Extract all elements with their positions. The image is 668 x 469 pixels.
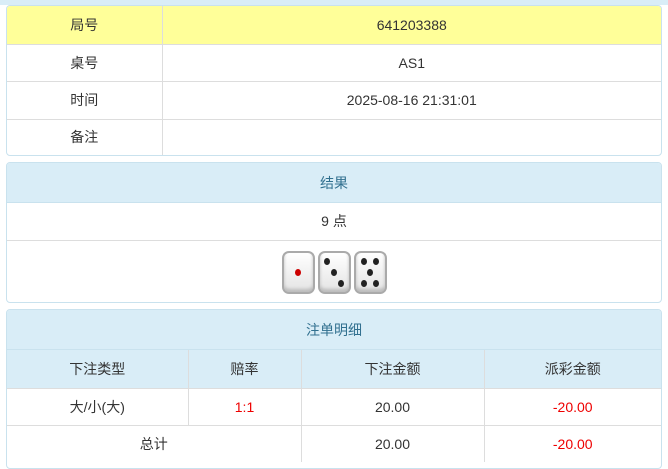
remark-value: [161, 118, 661, 155]
bet-detail-panel: 注单明细 下注类型 赔率 下注金额 派彩金额 大/小(大) 1:1 20.00 …: [6, 309, 662, 469]
die-3: [317, 250, 351, 294]
label: 备注: [7, 118, 163, 155]
die-1: [281, 250, 315, 294]
result-title: 结果: [7, 163, 661, 203]
total-row: 总计 20.00 -20.00: [7, 424, 661, 462]
top-strip: [0, 0, 668, 5]
label: 局号: [7, 6, 163, 45]
total-label: 总计: [7, 424, 302, 462]
odds: 1:1: [187, 387, 302, 426]
die-pip: [295, 269, 301, 276]
bet-detail-title: 注单明细: [7, 310, 661, 350]
column-headers: 下注类型 赔率 下注金额 派彩金额: [7, 350, 661, 389]
die-pip: [360, 258, 367, 266]
col-odds: 赔率: [187, 350, 302, 389]
col-bet-type: 下注类型: [7, 350, 189, 389]
die-pip: [360, 279, 367, 287]
result-panel: 结果 9 点: [6, 162, 662, 303]
row-table-id: 桌号 AS1: [7, 43, 661, 82]
die-pip: [338, 279, 345, 287]
die-pip: [367, 269, 373, 276]
row-remark: 备注: [7, 118, 661, 155]
col-bet-amount: 下注金额: [300, 350, 485, 389]
label: 桌号: [7, 43, 163, 82]
round-id-value: 641203388: [161, 6, 661, 45]
dice-row: [7, 241, 661, 302]
table-row: 大/小(大) 1:1 20.00 -20.00: [7, 387, 661, 426]
total-amount: 20.00: [300, 424, 485, 462]
row-time: 时间 2025-08-16 21:31:01: [7, 80, 661, 120]
die-pip: [331, 269, 337, 276]
result-points: 9 点: [7, 203, 661, 241]
label: 时间: [7, 80, 163, 120]
time-value: 2025-08-16 21:31:01: [161, 80, 661, 120]
payout: -20.00: [483, 387, 661, 426]
table-id-value: AS1: [161, 43, 661, 82]
die-pip: [373, 258, 380, 266]
total-payout: -20.00: [483, 424, 661, 462]
die-5: [353, 250, 387, 294]
bet-type: 大/小(大): [7, 387, 189, 426]
bet-amount: 20.00: [300, 387, 485, 426]
row-round-id: 局号 641203388: [7, 6, 661, 45]
die-pip: [373, 279, 380, 287]
die-pip: [323, 258, 330, 266]
col-payout: 派彩金额: [483, 350, 661, 389]
round-info-panel: 局号 641203388 桌号 AS1 时间 2025-08-16 21:31:01 …: [6, 5, 662, 156]
